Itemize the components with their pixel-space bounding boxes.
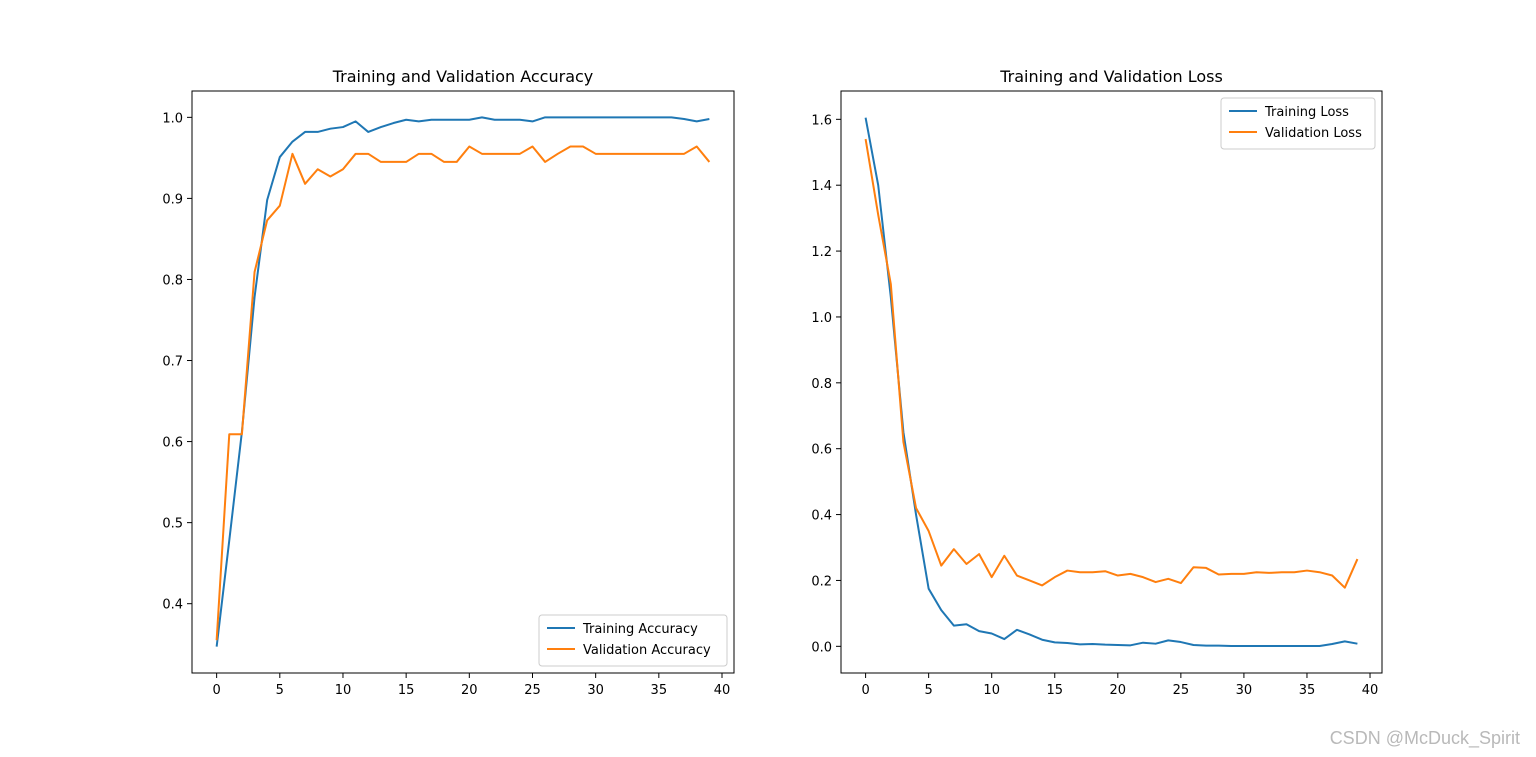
chart-2-title: Training and Validation Loss (999, 67, 1223, 86)
chart-2-y-tick-label: 0.0 (811, 640, 832, 655)
chart-2-x-tick-label: 35 (1299, 683, 1316, 698)
chart-2-legend-label-1: Training Loss (1264, 105, 1349, 120)
chart-1-y-tick-label: 0.6 (162, 436, 183, 451)
chart-1-y-tick-label: 0.4 (162, 598, 183, 613)
chart-2-y-tick-label: 0.6 (811, 443, 832, 458)
chart-1-legend-box (538, 614, 728, 667)
chart-2-y-tick-label: 1.2 (811, 245, 832, 260)
chart-2-x-tick-label: 30 (1236, 683, 1253, 698)
chart-1-x-tick-label: 0 (212, 683, 220, 698)
chart-1-series-1-line (215, 116, 710, 647)
chart-2-legend: Training Loss Validation Loss (1220, 97, 1376, 150)
chart-1-legend: Training Accuracy Validation Accuracy (538, 614, 728, 667)
chart-1-y-tick-label: 0.7 (162, 355, 183, 370)
chart-2-y-tick-label: 0.2 (811, 574, 832, 589)
chart-1-panel: Training and Validation Accuracy 0 5 10 15 20… (162, 67, 735, 698)
chart-1-y-tick-label: 0.5 (162, 517, 183, 532)
chart-2-y-tick-label: 0.4 (811, 509, 832, 524)
watermark: CSDN @McDuck_Spirit (1329, 728, 1520, 748)
chart-1-x-tick-label: 40 (714, 683, 731, 698)
chart-2-panel: Training and Validation Loss 0 5 10 15 20 25 30… (811, 67, 1383, 698)
chart-2-x-tick-label: 15 (1046, 683, 1063, 698)
chart-2-axes-frame (840, 90, 1383, 674)
chart-2-series-1-line (864, 117, 1358, 647)
chart-1-y-tick-label: 0.9 (162, 192, 183, 207)
chart-2-x-tick-label: 40 (1362, 683, 1379, 698)
chart-1-y-tick-label: 1.0 (162, 111, 183, 126)
chart-2-y-tick-label: 1.6 (811, 113, 832, 128)
chart-1-y-tick-label: 0.8 (162, 273, 183, 288)
chart-2-x-tick-label: 25 (1173, 683, 1190, 698)
chart-1-title: Training and Validation Accuracy (332, 67, 594, 86)
chart-1-x-tick-label: 25 (524, 683, 541, 698)
chart-1-legend-label-2: Validation Accuracy (583, 643, 711, 658)
chart-1-x-tick-label: 10 (335, 683, 352, 698)
chart-1-legend-label-1: Training Accuracy (582, 622, 698, 637)
chart-2-x-tick-label: 20 (1110, 683, 1127, 698)
chart-2-legend-label-2: Validation Loss (1265, 126, 1362, 141)
chart-2-y-tick-label: 1.0 (811, 311, 832, 326)
chart-1-axes-frame (191, 90, 735, 674)
chart-1-x-tick-label: 30 (587, 683, 604, 698)
chart-2-x-tick-label: 5 (925, 683, 933, 698)
chart-2-y-tick-label: 1.4 (811, 179, 832, 194)
chart-1-x-tick-label: 20 (461, 683, 478, 698)
chart-1-x-tick-label: 5 (276, 683, 284, 698)
chart-1-x-tick-label: 35 (651, 683, 668, 698)
chart-2-x-tick-label: 10 (983, 683, 1000, 698)
chart-2-x-tick-label: 0 (861, 683, 869, 698)
chart-2-y-tick-label: 0.8 (811, 377, 832, 392)
chart-1-x-tick-label: 15 (398, 683, 415, 698)
chart-2-legend-box (1220, 97, 1376, 150)
chart-1-series-2-line (215, 145, 711, 641)
chart-2-series-2-line (864, 138, 1359, 589)
